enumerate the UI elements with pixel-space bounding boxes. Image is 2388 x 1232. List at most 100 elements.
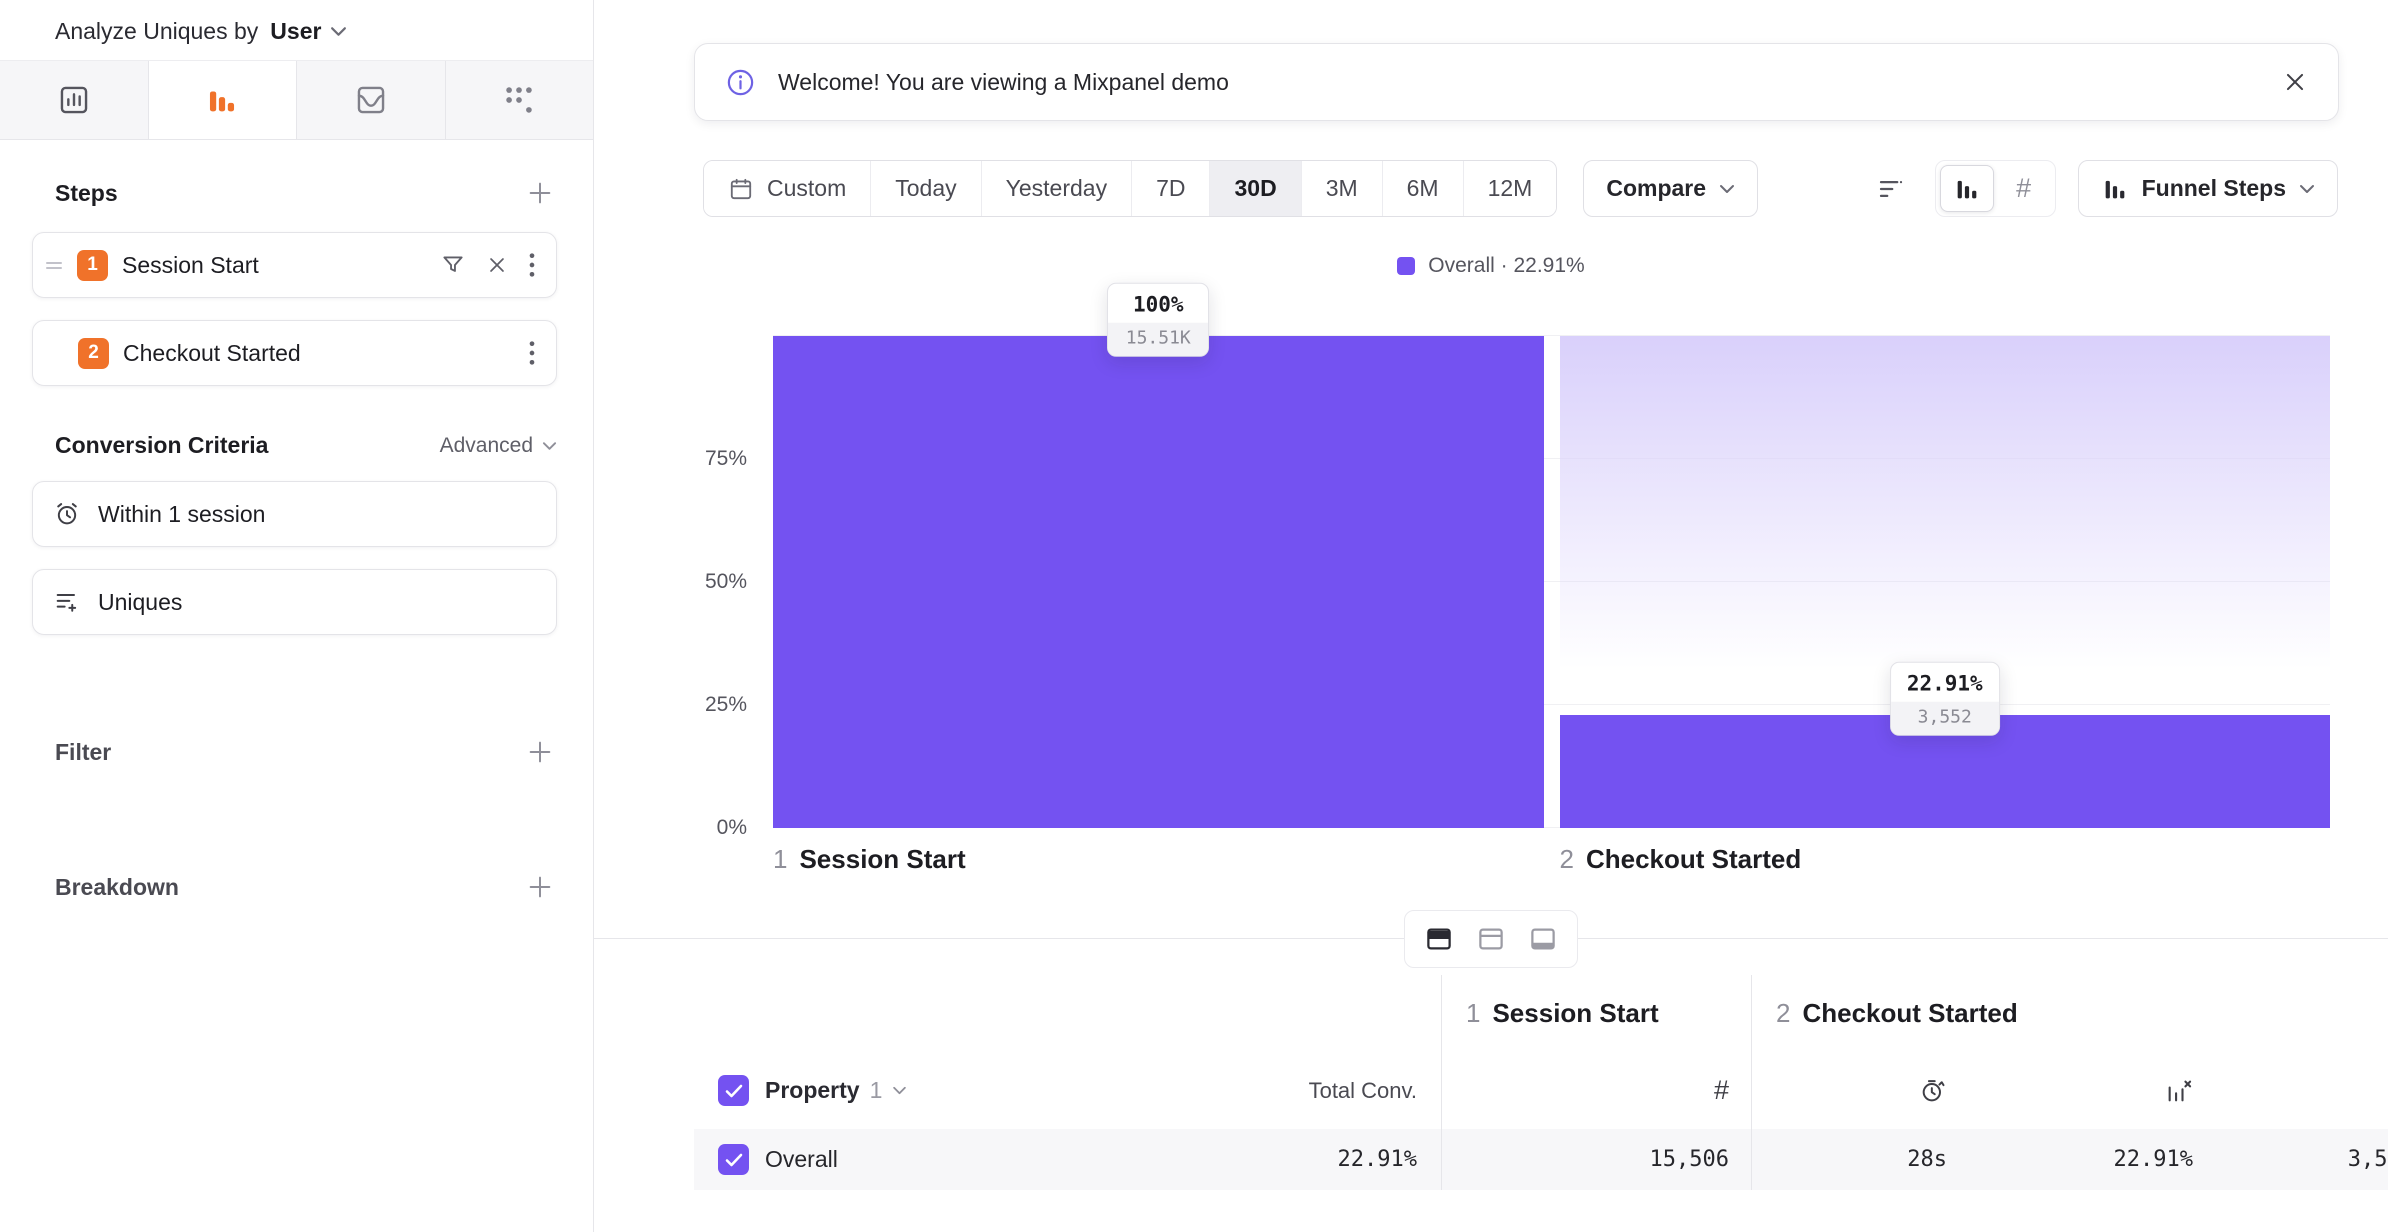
tab-insights[interactable]	[0, 61, 149, 139]
close-icon	[486, 254, 508, 276]
date-range-yesterday[interactable]: Yesterday	[980, 161, 1132, 216]
conversion-window-card[interactable]: Within 1 session	[32, 481, 557, 547]
table-group-header-row: 1 Session Start 2 Checkout Started	[694, 975, 2388, 1052]
step-remove-button[interactable]	[486, 254, 508, 276]
step-number-badge: 2	[78, 337, 109, 369]
panel-layout-toggle	[1404, 910, 1578, 968]
funnel-bar-step-1[interactable]: 100% 15.51K	[773, 282, 1544, 828]
kebab-menu-icon	[528, 251, 536, 279]
group-step-label: Session Start	[1492, 998, 1659, 1028]
funnel-bar-step-2[interactable]: 22.91% 3,552	[1559, 336, 2330, 828]
count-icon[interactable]: #	[1713, 1075, 1729, 1105]
legend-swatch	[1397, 257, 1416, 275]
table-row-overall[interactable]: Overall 22.91% 15,506 28s 22.91% 3,552	[694, 1129, 2388, 1190]
funnel-steps-dropdown[interactable]: Funnel Steps	[2077, 160, 2338, 217]
tab-funnels[interactable]	[148, 61, 297, 139]
date-range-custom[interactable]: Custom	[704, 161, 871, 216]
y-axis-tick: 25%	[704, 693, 747, 716]
step-card-2[interactable]: 2 Checkout Started	[32, 320, 557, 386]
step-number-badge: 1	[77, 249, 108, 281]
step-filter-button[interactable]	[440, 252, 466, 278]
analyze-by-dropdown[interactable]: User	[270, 18, 347, 45]
layout-footer-button[interactable]	[1522, 918, 1564, 960]
add-breakdown-button[interactable]	[523, 870, 557, 904]
date-range-7d[interactable]: 7D	[1131, 161, 1210, 216]
steps-title: Steps	[55, 179, 118, 206]
step-more-button[interactable]	[528, 251, 536, 279]
plus-icon	[526, 738, 554, 766]
row-checkbox[interactable]	[718, 1144, 749, 1175]
date-range-30d[interactable]: 30D	[1209, 161, 1301, 216]
add-step-button[interactable]	[523, 176, 557, 210]
demo-banner: Welcome! You are viewing a Mixpanel demo	[694, 43, 2339, 121]
row-name: Overall	[765, 1146, 838, 1172]
gridline	[773, 458, 2330, 459]
drag-handle-icon[interactable]	[45, 259, 63, 272]
date-range-today[interactable]: Today	[870, 161, 981, 216]
advanced-dropdown[interactable]: Advanced	[440, 434, 557, 458]
conversion-criteria-header: Conversion Criteria Advanced	[55, 432, 557, 459]
layout-header-row-button[interactable]	[1470, 918, 1512, 960]
banner-close-button[interactable]	[2282, 69, 2308, 95]
select-all-checkbox[interactable]	[718, 1075, 749, 1106]
calendar-icon	[728, 176, 754, 202]
chart-legend[interactable]: Overall · 22.91%	[594, 254, 2388, 278]
sidebar: Analyze Uniques by User	[0, 0, 594, 1232]
step-index: 2	[1559, 844, 1574, 874]
legend-label: Overall · 22.91%	[1428, 254, 1585, 277]
x-axis-labels: 1 Session Start 2 Checkout Started	[773, 844, 2330, 880]
counting-method-card[interactable]: Uniques	[32, 569, 557, 635]
avg-time-icon[interactable]	[1919, 1077, 1947, 1105]
plus-icon	[526, 873, 554, 901]
bar-view-button[interactable]	[1939, 165, 1994, 212]
date-range-picker: Custom Today Yesterday 7D 30D 3M 6M 12M	[703, 160, 1558, 217]
alarm-clock-icon	[53, 500, 81, 528]
tooltip-count: 3,552	[1890, 702, 1999, 736]
step2-count-value: 3,552	[2347, 1147, 2388, 1172]
y-axis-tick: 75%	[704, 447, 747, 470]
conversion-rate-icon[interactable]	[2165, 1077, 2193, 1105]
group-header-step-1: 1 Session Start	[1441, 975, 1751, 1052]
info-icon	[725, 67, 756, 98]
funnels-icon	[205, 83, 239, 117]
chevron-down-icon	[542, 441, 557, 451]
date-range-6m[interactable]: 6M	[1381, 161, 1463, 216]
layout-split-horizontal-button[interactable]	[1418, 918, 1460, 960]
tab-flows[interactable]	[446, 61, 594, 139]
date-range-label: Today	[895, 175, 957, 201]
date-range-label: 7D	[1156, 175, 1186, 201]
chart-toolbar: Custom Today Yesterday 7D 30D 3M 6M 12M …	[703, 160, 2338, 217]
report-tabs	[0, 60, 593, 140]
kebab-menu-icon	[528, 339, 536, 367]
filter-funnel-icon	[440, 252, 466, 278]
tab-retention[interactable]	[297, 61, 446, 139]
group-step-label: Checkout Started	[1802, 998, 2018, 1028]
x-axis-label-step-2: 2 Checkout Started	[1560, 844, 1802, 875]
compare-button[interactable]: Compare	[1583, 160, 1759, 217]
section-divider	[594, 910, 2388, 968]
date-range-label: Custom	[767, 175, 847, 201]
layout-split-horizontal-icon	[1424, 924, 1454, 954]
advanced-label: Advanced	[439, 433, 533, 457]
gridline	[773, 704, 2330, 705]
step-more-button[interactable]	[528, 339, 536, 367]
close-icon	[2282, 69, 2308, 95]
date-range-12m[interactable]: 12M	[1462, 161, 1557, 216]
chevron-down-icon	[330, 26, 347, 37]
filter-label: Filter	[55, 738, 112, 765]
legend-toggle-button[interactable]	[1869, 167, 1913, 211]
group-step-number: 1	[1466, 998, 1481, 1028]
conversion-criteria-title: Conversion Criteria	[55, 432, 269, 458]
date-range-label: Yesterday	[1005, 175, 1108, 201]
date-range-3m[interactable]: 3M	[1300, 161, 1382, 216]
funnel-bar-ghost	[1559, 336, 2330, 716]
property-dropdown[interactable]: Property 1	[765, 1077, 907, 1104]
number-view-button[interactable]: #	[1997, 165, 2051, 212]
compare-label: Compare	[1606, 175, 1707, 201]
add-filter-button[interactable]	[523, 735, 557, 769]
y-axis-tick: 0%	[716, 816, 747, 839]
layout-footer-icon	[1528, 924, 1558, 954]
x-axis-label-step-1: 1 Session Start	[773, 844, 966, 875]
step-card-1[interactable]: 1 Session Start	[32, 232, 557, 298]
